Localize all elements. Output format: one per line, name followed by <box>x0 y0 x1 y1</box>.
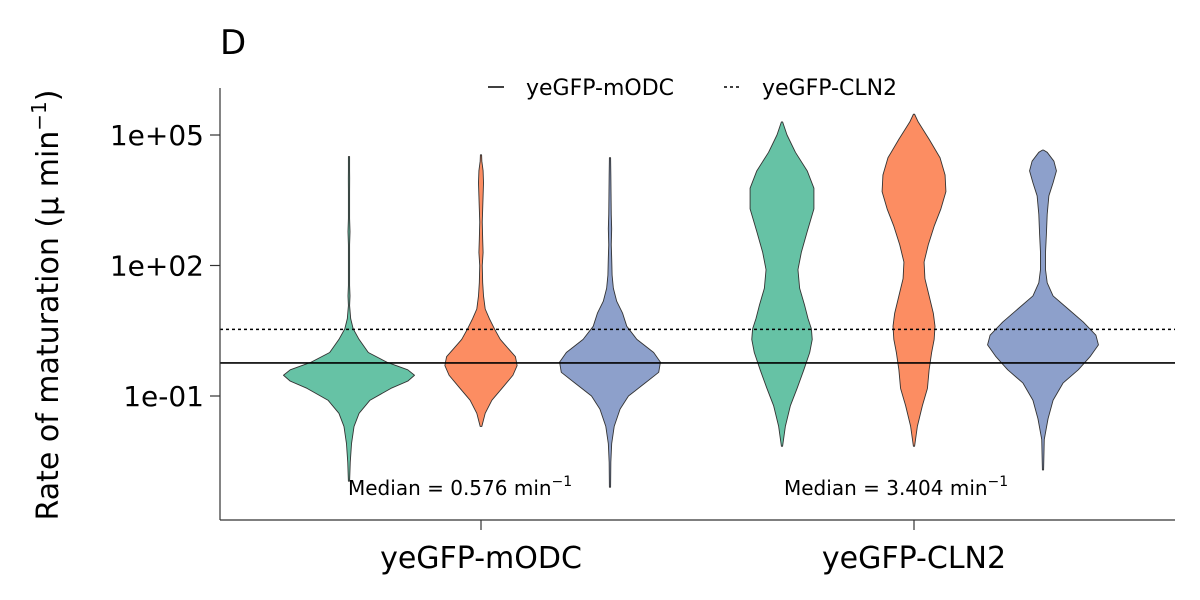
legend-label-0: yeGFP-mODC <box>526 76 674 101</box>
legend: yeGFP-mODC yeGFP-CLN2 <box>488 76 897 101</box>
y-axis-label: Rate of maturation (μ min−1) <box>27 90 66 521</box>
violin-cln2-rep1 <box>749 121 815 447</box>
reference-lines <box>220 328 1175 364</box>
x-axis: yeGFP-mODC yeGFP-CLN2 <box>220 519 1175 576</box>
y-axis-label-suffix: ) <box>31 90 66 102</box>
median-annotation-sup-1: −1 <box>988 474 1009 490</box>
median-annotation-text-1: Median = 3.404 min <box>784 476 988 500</box>
median-annotations: Median = 0.576 min−1 Median = 3.404 min−1 <box>348 474 1008 500</box>
y-axis-label-text: Rate of maturation (μ min <box>31 131 66 521</box>
y-tick-label-1: 1e+02 <box>110 250 204 283</box>
legend-label-1: yeGFP-CLN2 <box>762 76 897 101</box>
violin-cln2-rep2 <box>881 113 947 447</box>
panel-label: D <box>220 23 246 63</box>
violin-modc-rep3 <box>559 157 661 488</box>
x-tick-label-0: yeGFP-mODC <box>380 541 582 576</box>
median-annotation-0: Median = 0.576 min−1 <box>348 474 572 500</box>
violin-modc-rep2 <box>444 154 518 427</box>
y-axis-label-superscript: −1 <box>27 101 51 130</box>
y-tick-label-2: 1e+05 <box>110 119 204 152</box>
median-annotation-text-0: Median = 0.576 min <box>348 476 552 500</box>
x-tick-label-1: yeGFP-CLN2 <box>822 541 1006 576</box>
y-axis: 1e-01 1e+02 1e+05 <box>110 88 221 520</box>
violin-modc-rep1 <box>283 156 415 482</box>
median-annotation-1: Median = 3.404 min−1 <box>784 474 1008 500</box>
y-tick-label-0: 1e-01 <box>123 380 204 413</box>
median-annotation-sup-0: −1 <box>552 474 573 490</box>
violins-group <box>283 113 1099 488</box>
violin-cln2-rep3 <box>987 149 1099 471</box>
